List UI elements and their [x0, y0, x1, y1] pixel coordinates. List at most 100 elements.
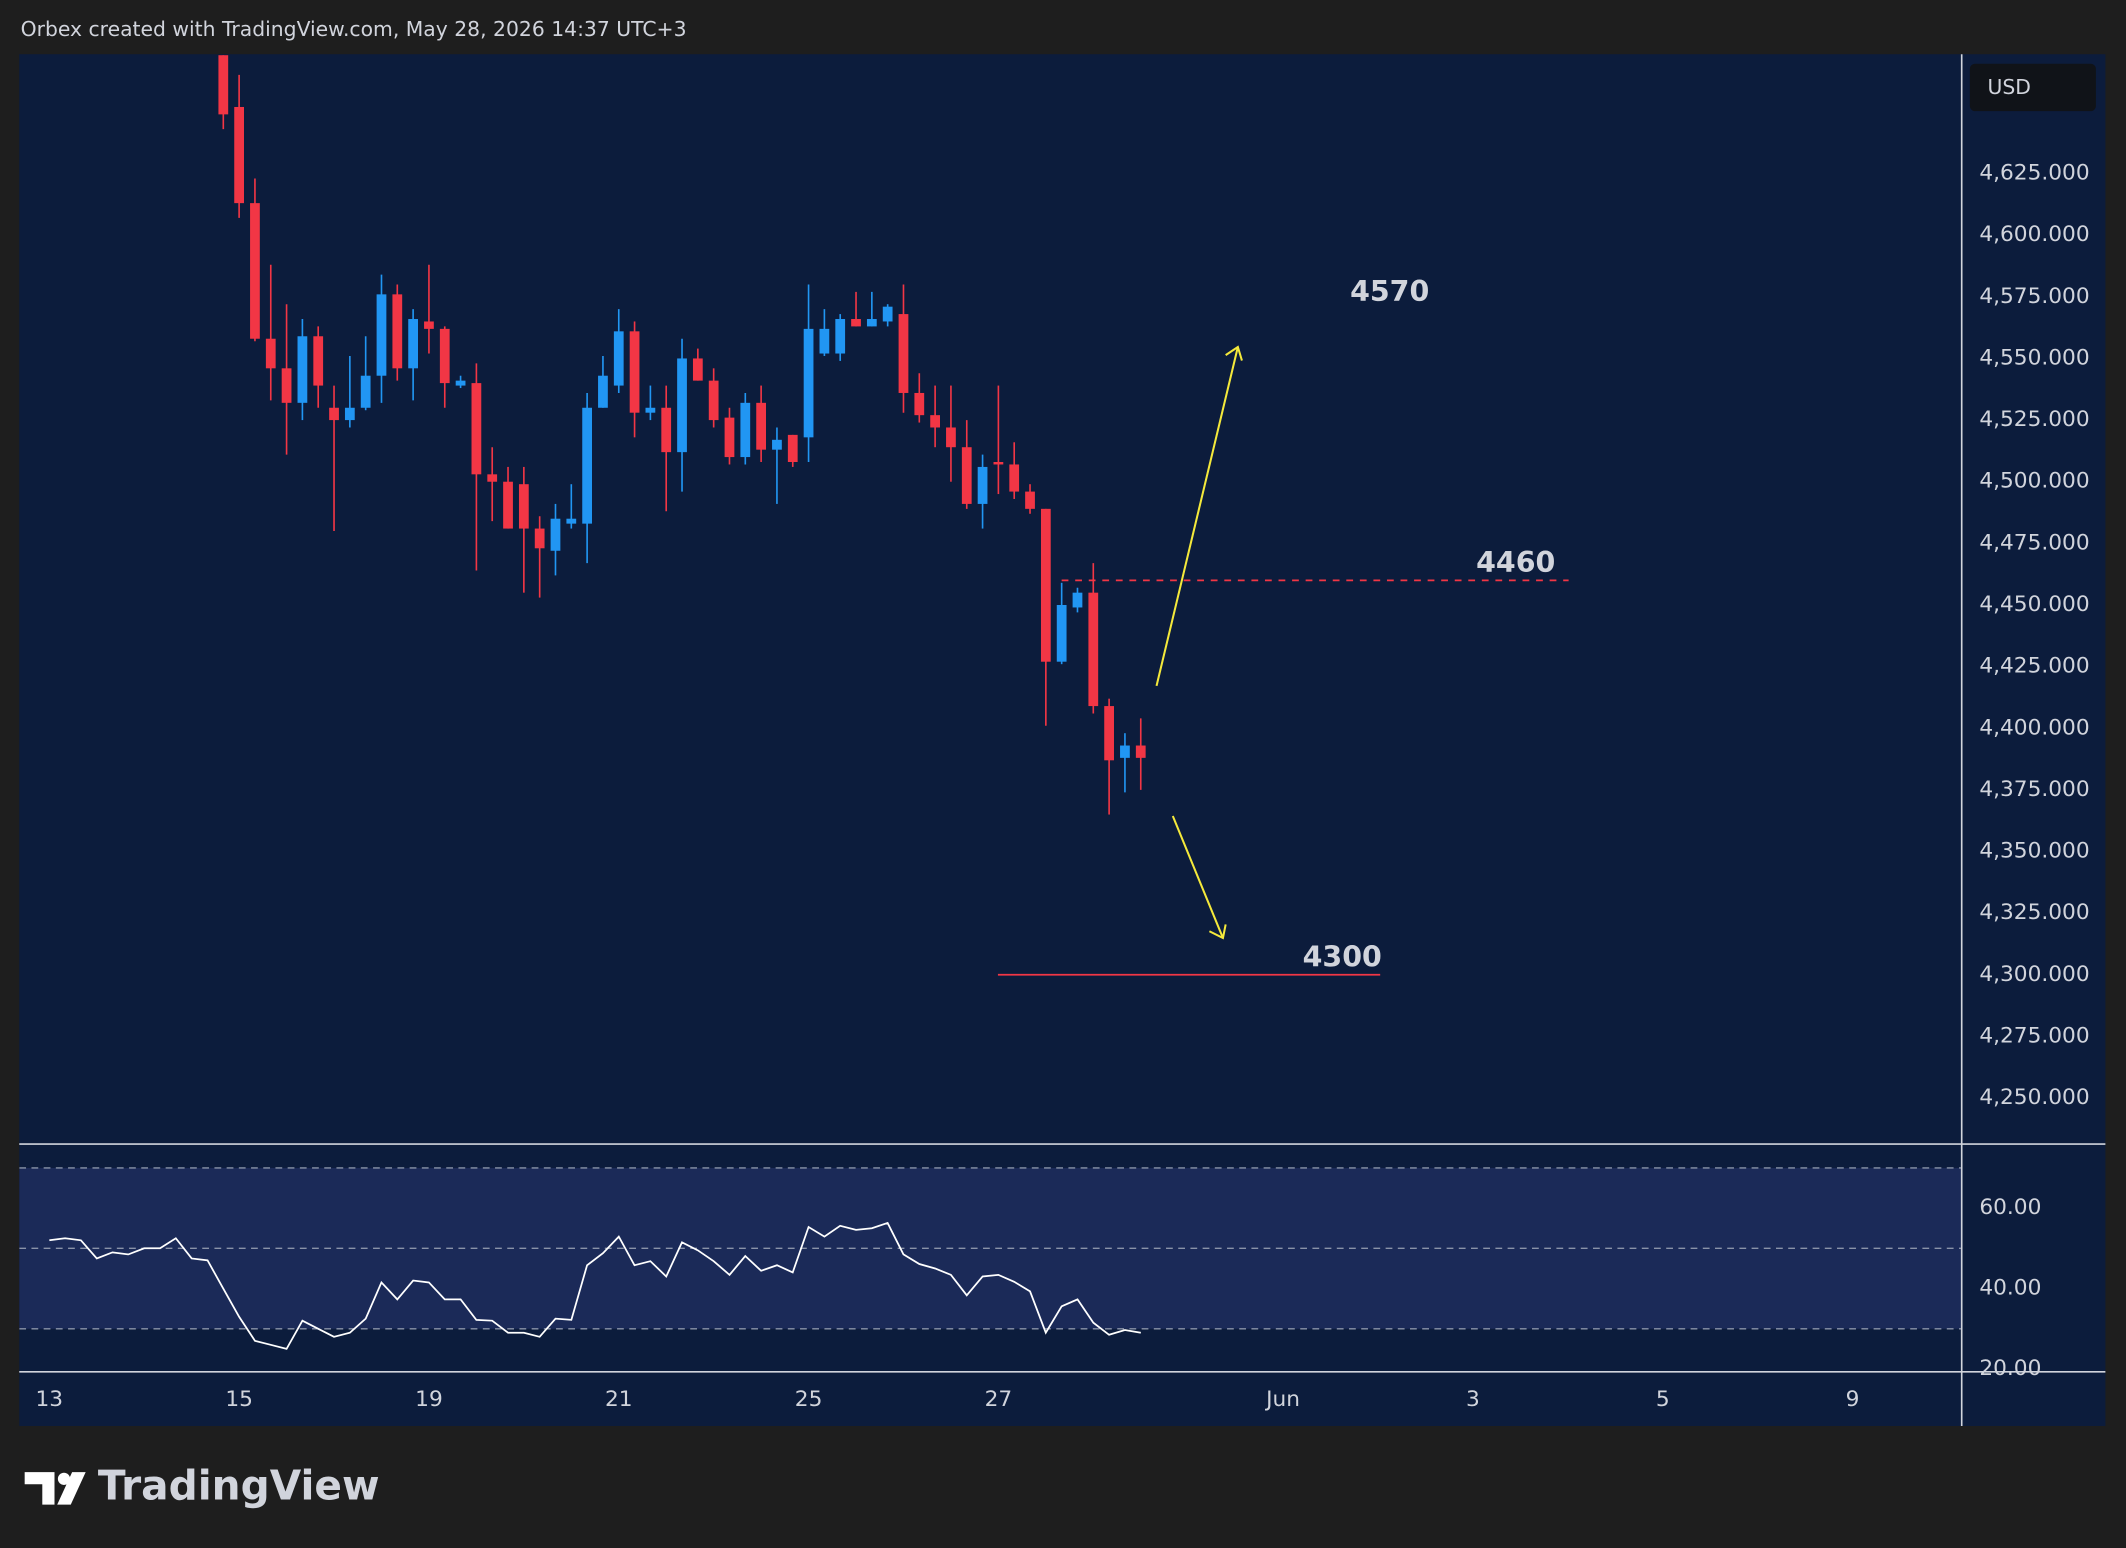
x-tick-label: 9: [1846, 1387, 1860, 1412]
y-tick-label: 4,550.000: [1979, 345, 2089, 370]
candle-body: [598, 375, 608, 408]
candle-body: [250, 203, 260, 339]
candle-body: [914, 392, 925, 416]
candle-body: [1120, 745, 1130, 758]
y-tick-label: 4,525.000: [1979, 407, 2089, 432]
candle-body: [1072, 592, 1083, 608]
candle-body: [740, 402, 751, 458]
rsi-pane: [19, 1167, 1962, 1350]
y-tick-label: 4,275.000: [1979, 1023, 2089, 1048]
x-tick-label: 19: [415, 1387, 443, 1412]
candle-body: [1088, 592, 1099, 707]
candle-body: [234, 106, 245, 204]
candle-body: [344, 407, 355, 421]
x-tick-label: Jun: [1264, 1387, 1300, 1412]
candle-body: [930, 415, 940, 428]
x-tick-label: 27: [985, 1387, 1013, 1412]
candle-body: [534, 528, 545, 549]
candle-body: [455, 380, 466, 386]
candle-body: [408, 319, 419, 369]
y-tick-label: 4,625.000: [1979, 161, 2089, 186]
y-tick-label: 4,350.000: [1979, 839, 2089, 864]
y-tick-label: 4,375.000: [1979, 777, 2089, 802]
x-tick-label: 5: [1656, 1387, 1670, 1412]
candle-body: [645, 407, 656, 413]
level-label: 4460: [1476, 546, 1555, 579]
rsi-line: [49, 1221, 1141, 1350]
y-tick-label: 60.00: [1979, 1195, 2041, 1220]
x-tick-label: 25: [795, 1387, 823, 1412]
x-tick-label: 21: [605, 1387, 633, 1412]
candle-body: [613, 331, 624, 386]
x-tick-label: 15: [225, 1387, 253, 1412]
candle-body: [692, 358, 703, 381]
candle-body: [297, 336, 308, 403]
y-tick-label: 20.00: [1979, 1356, 2041, 1381]
currency-box[interactable]: [1969, 63, 2096, 112]
y-tick-label: 40.00: [1979, 1276, 2041, 1301]
candle-body: [329, 407, 339, 421]
x-tick-label: 3: [1466, 1387, 1480, 1412]
candle-body: [392, 294, 403, 369]
candle-body: [265, 338, 276, 369]
level-label: 4570: [1350, 275, 1429, 308]
arrow: [1155, 345, 1243, 940]
candle-body: [835, 319, 846, 354]
price-pane: 4570 4460 4300: [218, 55, 1569, 976]
candle-body: [756, 402, 766, 450]
header: Orbex created with TradingView.com, May …: [21, 17, 687, 41]
candle-body: [708, 380, 719, 421]
level-label: 4300: [1303, 941, 1382, 974]
candle-body: [803, 328, 814, 438]
candle-body: [787, 434, 798, 462]
candle-body: [629, 331, 640, 413]
candle-body: [1040, 508, 1051, 662]
candle-body: [566, 518, 577, 524]
candle-body: [218, 55, 229, 115]
candle-body: [851, 319, 861, 327]
candle-body: [772, 439, 782, 450]
candle-body: [1009, 464, 1020, 492]
brand: TradingView: [98, 1461, 380, 1509]
y-tick-label: 4,450.000: [1979, 592, 2089, 617]
y-tick-label: 4,500.000: [1979, 469, 2089, 494]
candle-body: [518, 484, 529, 529]
y-tick-label: 4,575.000: [1979, 284, 2089, 309]
candle-body: [882, 306, 893, 322]
y-tick-label: 4,600.000: [1979, 222, 2089, 247]
candle-body: [582, 407, 592, 524]
candle-body: [946, 427, 956, 448]
candle-body: [866, 319, 877, 327]
candle-body: [471, 383, 482, 475]
candle-body: [376, 294, 387, 376]
candle-body: [1025, 491, 1035, 509]
candle-body: [1104, 706, 1114, 761]
candle-body: [487, 474, 498, 482]
candle-body: [961, 447, 972, 504]
candle-body: [281, 368, 292, 403]
candle-body: [993, 461, 1004, 465]
axes: 4,250.000 4,275.000 4,300.000 4,325.000 4,35…: [36, 161, 2090, 1413]
candle-body: [1135, 745, 1146, 758]
candle-body: [313, 336, 324, 386]
y-tick-label: 4,400.000: [1979, 715, 2089, 740]
candle-body: [503, 481, 513, 529]
currency[interactable]: USD: [1987, 75, 2030, 99]
candle-body: [439, 328, 450, 384]
candle-body: [677, 358, 687, 453]
candle-body: [424, 321, 434, 329]
candle-body: [724, 417, 735, 458]
candle-body: [1056, 604, 1067, 662]
candle-body: [977, 466, 988, 504]
y-tick-label: 4,325.000: [1979, 900, 2089, 925]
candle-body: [819, 328, 830, 354]
candle-body: [360, 375, 371, 408]
y-tick-label: 4,475.000: [1979, 530, 2089, 555]
candle-body: [550, 518, 561, 551]
brand-logo: [24, 1472, 86, 1505]
candle-body: [661, 407, 672, 453]
x-tick-label: 13: [36, 1387, 64, 1412]
y-tick-label: 4,300.000: [1979, 962, 2089, 987]
